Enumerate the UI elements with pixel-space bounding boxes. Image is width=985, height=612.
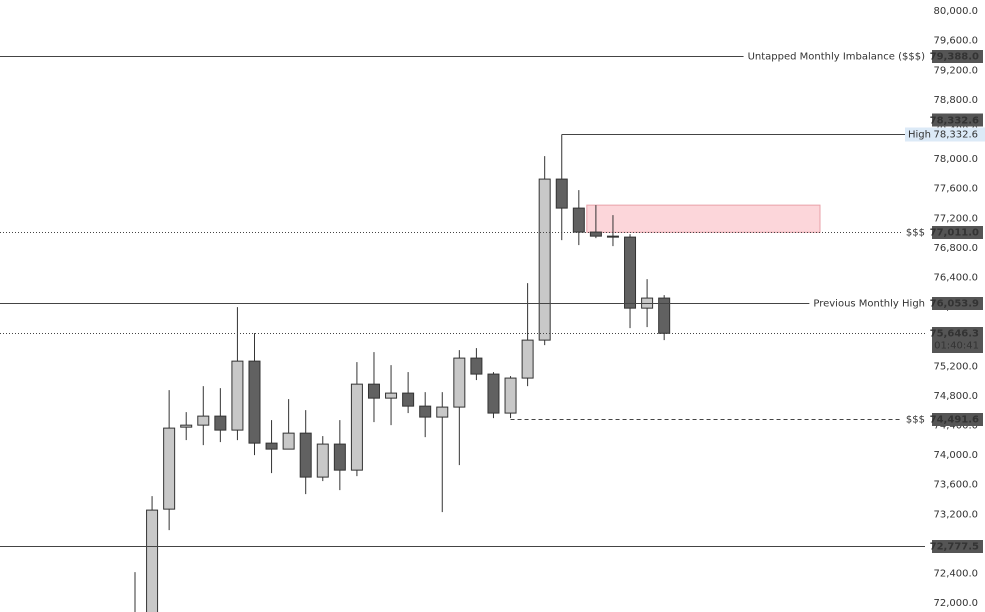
candle-body <box>299 432 312 478</box>
candle-body <box>248 360 261 444</box>
candle-body <box>146 509 159 612</box>
candle-body <box>538 178 551 341</box>
candle-body <box>231 360 244 431</box>
y-tick-label: 77,600.0 <box>933 184 978 195</box>
candle-body <box>521 339 534 379</box>
price-box <box>932 226 983 239</box>
countdown: 01:40:41 <box>934 341 979 352</box>
y-tick-label: 80,000.0 <box>933 6 978 17</box>
y-tick-label: 73,200.0 <box>933 509 978 520</box>
level-label: High <box>908 130 931 141</box>
candle-body <box>367 383 380 399</box>
y-tick-label: 72,000.0 <box>933 598 978 609</box>
candle-body <box>316 443 329 478</box>
price-label: 76,053.9 <box>930 299 979 310</box>
price-axis: 80,000.079,600.079,200.078,800.078,400.0… <box>933 6 978 609</box>
candle-body <box>163 427 176 510</box>
price-label: 78,332.6 <box>930 116 979 127</box>
level-label-bg <box>809 297 929 311</box>
price-box <box>932 50 983 63</box>
price-label: 72,777.5 <box>930 542 979 553</box>
price-box <box>932 297 983 310</box>
candle-body <box>282 432 295 450</box>
y-tick-label: 78,000.0 <box>933 154 978 165</box>
plot-area <box>0 56 925 612</box>
y-tick-label: 74,400.0 <box>933 421 978 432</box>
highlight-box <box>905 127 985 142</box>
level-label: $$$ <box>906 228 925 239</box>
y-tick-label: 79,600.0 <box>933 36 978 47</box>
candle-body <box>589 231 602 237</box>
y-tick-label: 72,400.0 <box>933 569 978 580</box>
y-tick-label: 75,200.0 <box>933 361 978 372</box>
price-box <box>932 413 983 426</box>
level-label: Previous Monthly High <box>813 299 925 310</box>
candle-body <box>658 297 671 334</box>
y-tick-label: 76,400.0 <box>933 273 978 284</box>
candle-body <box>555 178 568 209</box>
price-label: 74,491.6 <box>930 415 979 426</box>
candle-body <box>197 415 210 426</box>
level-label: $$$ <box>906 415 925 426</box>
y-tick-label: 74,000.0 <box>933 450 978 461</box>
y-tick-label: 79,200.0 <box>933 65 978 76</box>
price-label: 77,011.0 <box>930 228 979 239</box>
level-label: Untapped Monthly Imbalance ($$$) <box>748 52 926 63</box>
price-box <box>932 540 983 553</box>
candle-body <box>265 442 278 450</box>
price-box <box>932 327 983 353</box>
level-label-bg <box>901 226 929 240</box>
candle-body <box>470 357 483 375</box>
candle-body <box>402 392 415 407</box>
y-tick-label: 76,800.0 <box>933 243 978 254</box>
candle-body <box>419 405 432 418</box>
candle-body <box>180 424 193 428</box>
zone <box>586 204 821 233</box>
candle-body <box>350 383 363 471</box>
price-box <box>932 113 983 127</box>
y-tick-label: 73,600.0 <box>933 480 978 491</box>
candle-body <box>572 207 585 233</box>
level-label-bg <box>901 413 929 427</box>
candle-body <box>214 415 227 431</box>
price-label: 75,646.3 <box>930 329 979 340</box>
y-tick-label: 74,800.0 <box>933 391 978 402</box>
y-tick-label: 78,800.0 <box>933 95 978 106</box>
level-label-bg <box>743 50 930 64</box>
y-tick-label: 77,200.0 <box>933 213 978 224</box>
candle-body <box>487 373 500 414</box>
price-label: 79,388.0 <box>930 52 979 63</box>
candle-body <box>385 392 398 399</box>
candle-body <box>504 377 517 414</box>
candle-body <box>333 443 346 471</box>
candle-body <box>436 406 449 418</box>
price-label: 78,332.6 <box>933 130 978 141</box>
candle-body <box>606 235 619 238</box>
candle-body <box>453 357 466 408</box>
candle-body <box>624 236 637 309</box>
